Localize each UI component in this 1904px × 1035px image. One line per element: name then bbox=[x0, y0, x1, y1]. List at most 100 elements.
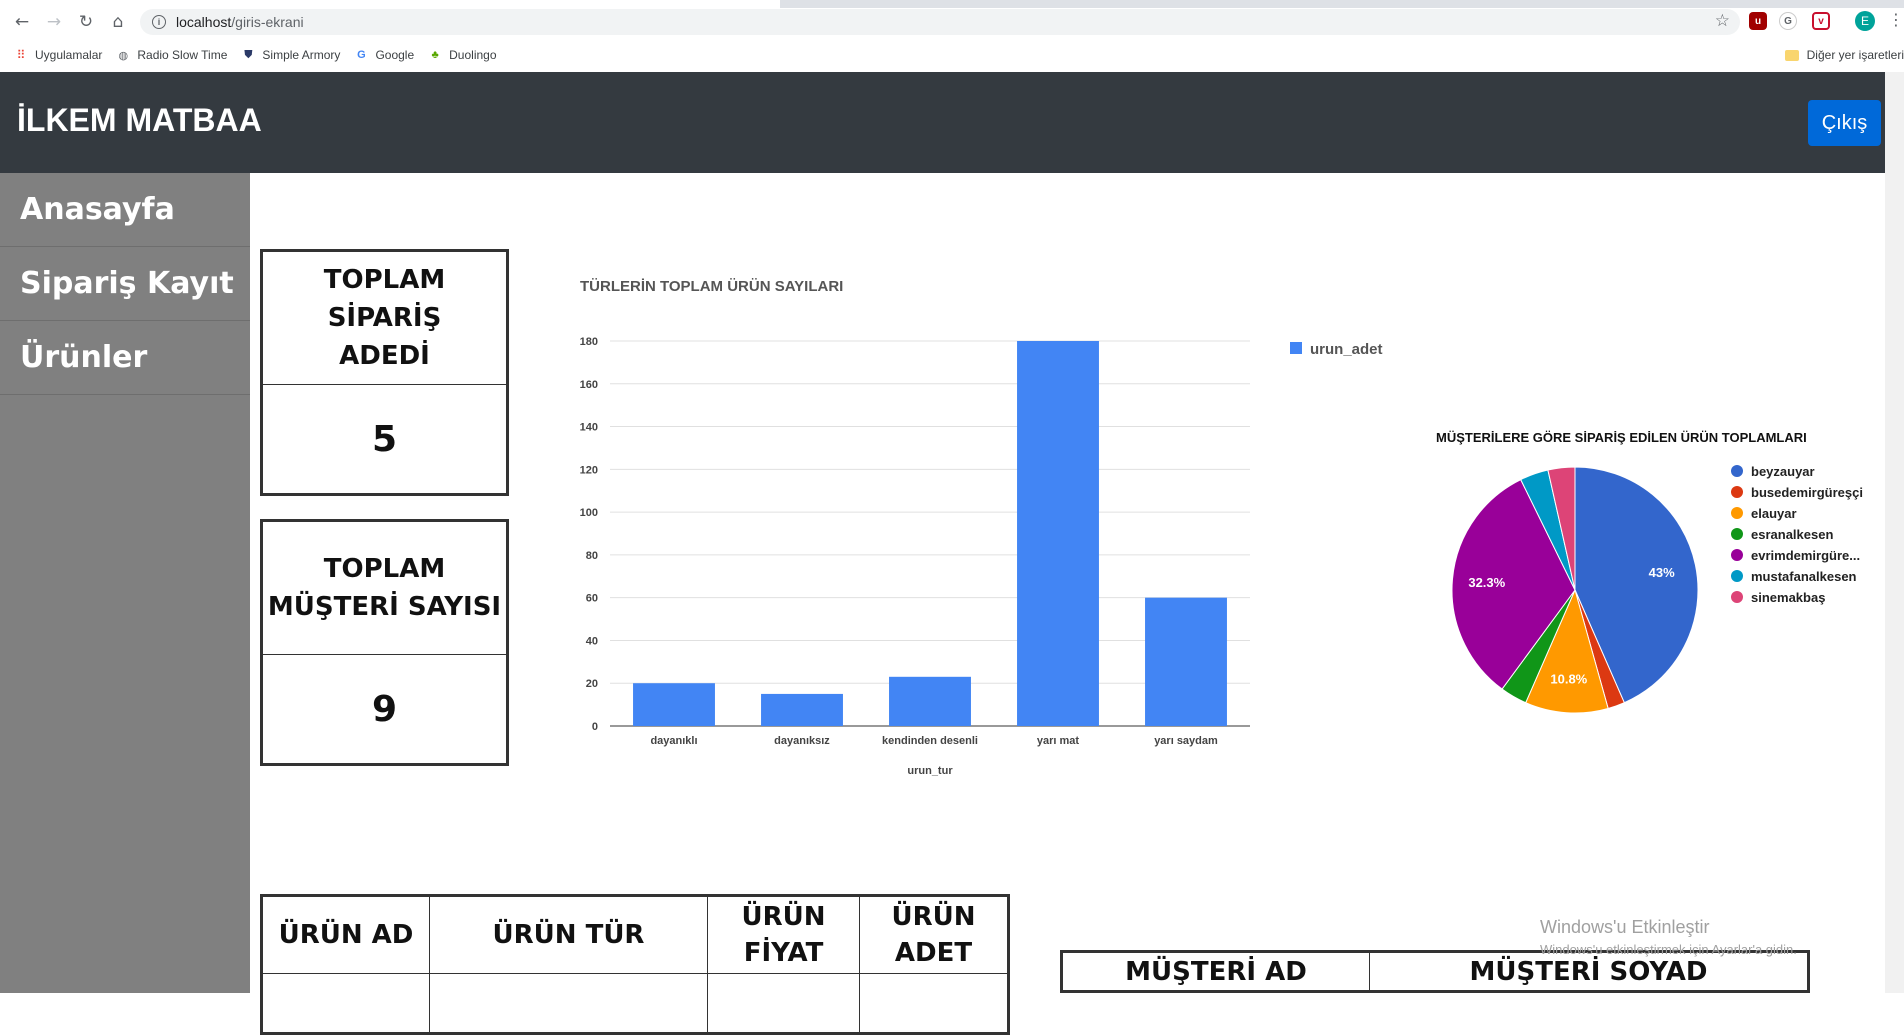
reload-icon[interactable]: ↻ bbox=[78, 12, 94, 32]
bookmark-duolingo[interactable]: ♣ Duolingo bbox=[428, 48, 497, 62]
x-tick-label: dayanıksız bbox=[774, 735, 830, 747]
header-text: FİYAT bbox=[743, 938, 824, 968]
legend-label: elauyar bbox=[1751, 506, 1797, 521]
stat-title-line: TOPLAM SİPARİŞ bbox=[323, 265, 446, 333]
stat-card-customers: TOPLAM MÜŞTERİ SAYISI 9 bbox=[260, 519, 509, 766]
legend-label: mustafanalkesen bbox=[1751, 569, 1857, 584]
legend-swatch bbox=[1731, 507, 1743, 519]
stat-title-line: ADEDİ bbox=[339, 341, 430, 371]
bookmark-radio-slow-time[interactable]: ◍ Radio Slow Time bbox=[116, 48, 228, 62]
y-tick-label: 160 bbox=[580, 379, 598, 391]
other-bookmarks-label: Diğer yer işaretleri bbox=[1806, 48, 1904, 62]
legend-swatch bbox=[1290, 342, 1302, 354]
table-cell bbox=[707, 973, 860, 1034]
active-tab[interactable] bbox=[0, 0, 780, 8]
ublock-icon[interactable]: u bbox=[1749, 12, 1767, 30]
col-header-urun-ad: ÜRÜN AD bbox=[261, 895, 430, 974]
sidebar: Anasayfa Sipariş Kayıt Ürünler bbox=[0, 173, 250, 993]
col-header-urun-tur: ÜRÜN TÜR bbox=[429, 895, 708, 974]
bookmark-star-icon[interactable]: ☆ bbox=[1714, 11, 1730, 31]
header-text: ÜRÜN bbox=[891, 902, 976, 932]
sidebar-item-siparis-kayit[interactable]: Sipariş Kayıt bbox=[0, 247, 250, 321]
legend-swatch bbox=[1731, 465, 1743, 477]
bar bbox=[889, 676, 971, 726]
tab-strip bbox=[0, 0, 1904, 8]
folder-icon bbox=[1784, 49, 1799, 61]
table-row bbox=[261, 973, 1009, 1034]
bar bbox=[761, 693, 843, 726]
logout-button[interactable]: Çıkış bbox=[1808, 100, 1881, 146]
forward-icon[interactable]: → bbox=[46, 12, 62, 32]
pocket-icon[interactable]: v bbox=[1812, 12, 1830, 30]
shield-icon: ⛊ bbox=[244, 48, 253, 61]
bar bbox=[1145, 597, 1227, 726]
stat-title-line: TOPLAM bbox=[323, 554, 446, 584]
y-tick-label: 80 bbox=[586, 550, 598, 562]
table-cell bbox=[859, 973, 1009, 1034]
table-header-row: MÜŞTERİ AD MÜŞTERİ SOYAD bbox=[1061, 951, 1809, 992]
sidebar-item-label: Anasayfa bbox=[20, 192, 175, 227]
header-text: ÜRÜN bbox=[741, 902, 826, 932]
address-bar[interactable]: i localhost/giris-ekrani ☆ bbox=[140, 9, 1740, 35]
other-bookmarks[interactable]: Diğer yer işaretleri bbox=[1784, 44, 1904, 66]
browser-menu-icon[interactable]: ⋮ bbox=[1888, 10, 1904, 29]
legend-label: evrimdemirgüre... bbox=[1751, 548, 1860, 563]
table-cell bbox=[429, 973, 708, 1034]
x-tick-label: kendinden desenli bbox=[882, 735, 978, 747]
slice-pct-label: 43% bbox=[1649, 565, 1675, 580]
legend-label: busedemirgüreşçi bbox=[1751, 485, 1863, 500]
legend-swatch bbox=[1731, 591, 1743, 603]
browser-toolbar: ← → ↻ ⌂ i localhost/giris-ekrani ☆ bbox=[0, 8, 1904, 36]
header-text: MÜŞTERİ SOYAD bbox=[1469, 956, 1708, 987]
header-text: ÜRÜN AD bbox=[278, 920, 414, 950]
site-info-icon[interactable]: i bbox=[152, 15, 166, 29]
y-tick-label: 180 bbox=[580, 336, 598, 348]
chart-title: TÜRLERİN TOPLAM ÜRÜN SAYILARI bbox=[580, 278, 843, 295]
y-tick-label: 120 bbox=[580, 464, 598, 476]
y-tick-label: 20 bbox=[586, 678, 598, 690]
legend-swatch bbox=[1731, 549, 1743, 561]
watermark-title: Windows'u Etkinleştir bbox=[1540, 917, 1710, 937]
header-text: MÜŞTERİ AD bbox=[1125, 956, 1307, 987]
bar bbox=[633, 683, 715, 726]
stat-card-orders: TOPLAM SİPARİŞ ADEDİ 5 bbox=[260, 249, 509, 496]
col-header-musteri-ad: MÜŞTERİ AD bbox=[1061, 951, 1370, 992]
x-tick-label: yarı saydam bbox=[1154, 735, 1218, 747]
url-path: /giris-ekrani bbox=[231, 14, 304, 30]
back-icon[interactable]: ← bbox=[14, 12, 30, 32]
legend-label: beyzauyar bbox=[1751, 464, 1815, 479]
stat-title-line: MÜŞTERİ SAYISI bbox=[267, 592, 502, 622]
sidebar-item-urunler[interactable]: Ürünler bbox=[0, 321, 250, 395]
pie-chart: MÜŞTERİLERE GÖRE SİPARİŞ EDİLEN ÜRÜN TOP… bbox=[1436, 430, 1863, 714]
legend-label: sinemakbaş bbox=[1751, 590, 1825, 605]
header-text: ÜRÜN TÜR bbox=[492, 920, 645, 950]
browser-chrome: ← → ↻ ⌂ i localhost/giris-ekrani ☆ u G v… bbox=[0, 0, 1904, 72]
bookmarks-bar: ⠿ Uygulamalar ◍ Radio Slow Time ⛊ Simple Ar… bbox=[0, 44, 1904, 66]
legend-label: esranalkesen bbox=[1751, 527, 1833, 542]
page-scrollbar[interactable] bbox=[1885, 72, 1904, 993]
stat-card-value: 5 bbox=[371, 418, 398, 460]
globe-icon: ◍ bbox=[118, 49, 129, 62]
profile-avatar[interactable]: E bbox=[1855, 11, 1875, 31]
legend-swatch bbox=[1731, 486, 1743, 498]
sidebar-item-anasayfa[interactable]: Anasayfa bbox=[0, 173, 250, 247]
home-icon[interactable]: ⌂ bbox=[112, 12, 124, 32]
extension-icon[interactable]: G bbox=[1779, 12, 1797, 30]
stat-card-title: TOPLAM MÜŞTERİ SAYISI bbox=[263, 522, 506, 655]
bookmark-label: Duolingo bbox=[449, 48, 497, 62]
y-tick-label: 140 bbox=[580, 422, 598, 434]
y-tick-label: 40 bbox=[586, 635, 598, 647]
customers-table: MÜŞTERİ AD MÜŞTERİ SOYAD bbox=[1060, 950, 1810, 993]
bookmark-label: Simple Armory bbox=[262, 48, 341, 62]
bookmark-simple-armory[interactable]: ⛊ Simple Armory bbox=[241, 48, 340, 62]
sidebar-item-label: Sipariş Kayıt bbox=[20, 266, 234, 301]
pie-slice bbox=[1574, 466, 1699, 704]
bookmark-apps[interactable]: ⠿ Uygulamalar bbox=[14, 48, 103, 62]
header-text: ADET bbox=[894, 938, 973, 968]
apps-grid-icon: ⠿ bbox=[16, 48, 26, 62]
bookmark-label: Google bbox=[375, 48, 415, 62]
url-host: localhost bbox=[176, 14, 232, 30]
slice-pct-label: 10.8% bbox=[1550, 671, 1587, 686]
bookmark-google[interactable]: G Google bbox=[354, 48, 414, 62]
windows-activation-watermark: Windows'u Etkinleştir Windows'u etkinleş… bbox=[1540, 917, 1797, 957]
